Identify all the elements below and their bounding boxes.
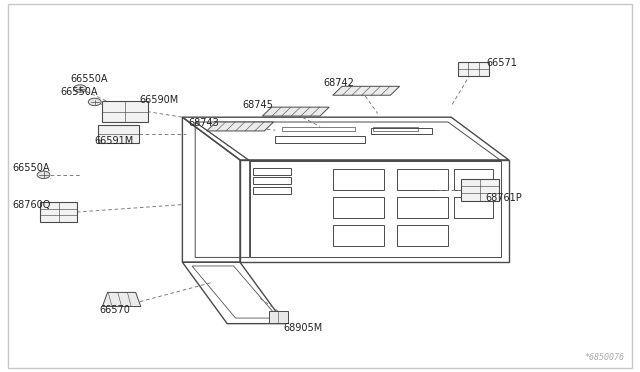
Bar [282,127,355,131]
Text: 68761P: 68761P [485,193,522,203]
Bar [253,187,291,194]
Circle shape [88,98,101,106]
Text: 66590M: 66590M [140,96,179,105]
Bar [253,168,291,175]
Bar [397,197,448,218]
Bar [397,225,448,246]
Bar [454,169,493,190]
Text: 66550A: 66550A [70,74,108,84]
Bar [97,125,140,143]
Bar [102,101,148,122]
Text: 68745: 68745 [242,100,273,110]
Bar [371,128,432,134]
Polygon shape [262,107,329,116]
Bar [461,179,499,201]
Text: 66550A: 66550A [61,87,99,97]
Bar [269,311,288,323]
Bar [458,62,489,76]
Bar [333,169,384,190]
Bar [275,136,365,143]
Polygon shape [102,292,141,307]
Text: 66550A: 66550A [13,163,51,173]
Text: 66570: 66570 [99,305,130,314]
Bar [333,197,384,218]
Bar [253,177,291,184]
Bar [373,127,418,131]
Bar [40,202,77,222]
Text: 66571: 66571 [486,58,517,68]
Polygon shape [207,122,273,131]
Text: 66591M: 66591M [95,136,134,145]
Bar [454,197,493,218]
Text: 68743: 68743 [189,118,220,128]
Text: 68742: 68742 [323,78,354,87]
Text: 68905M: 68905M [283,323,322,333]
Text: 68760Q: 68760Q [13,200,51,209]
Bar [333,225,384,246]
Bar [397,169,448,190]
Circle shape [74,85,86,92]
Circle shape [37,171,50,179]
Polygon shape [333,86,399,95]
Text: *6850076: *6850076 [584,353,624,362]
